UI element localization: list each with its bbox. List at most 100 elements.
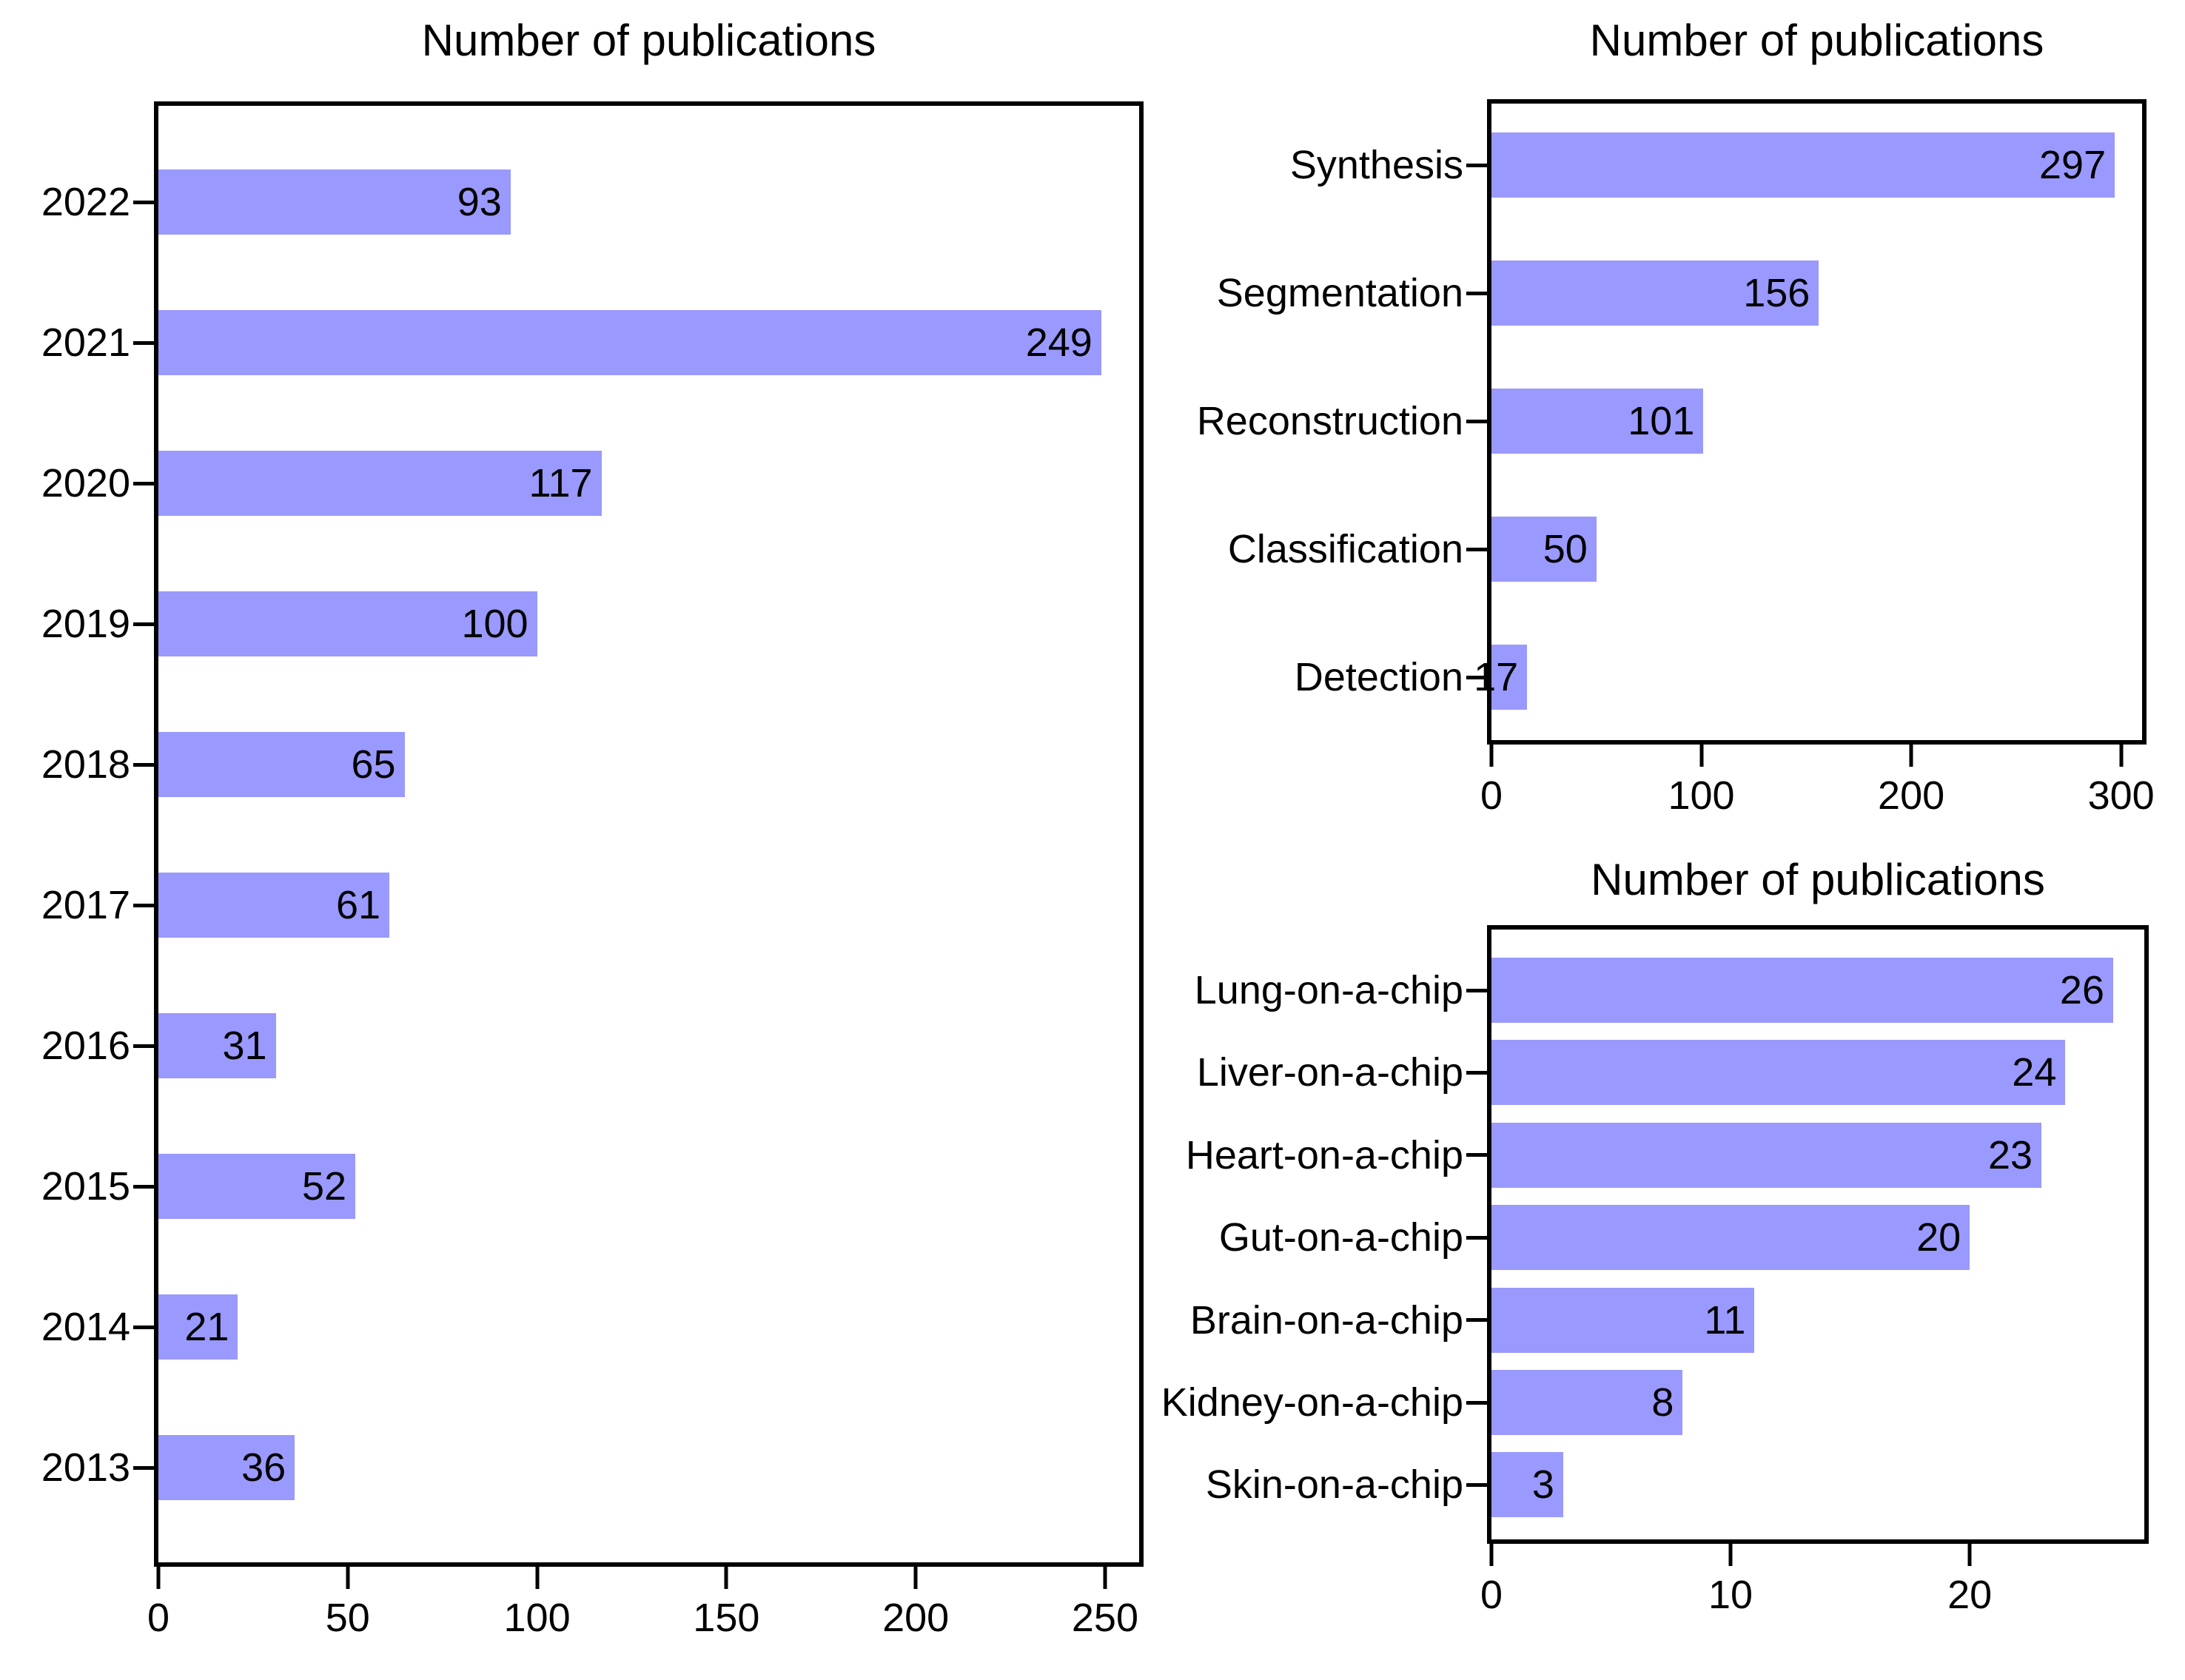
y-axis-tick — [133, 481, 154, 485]
y-axis-tick — [1466, 1400, 1487, 1405]
x-axis-tick — [2119, 745, 2124, 767]
bar-value-label: 8 — [1651, 1380, 1674, 1425]
bar-2014: 21 — [158, 1294, 238, 1360]
bar-Segmentation: 156 — [1491, 261, 1819, 326]
category-label-2022: 2022 — [41, 180, 130, 224]
bar-value-label: 101 — [1628, 399, 1695, 443]
category-label-Skin-on-a-chip: Skin-on-a-chip — [1205, 1462, 1463, 1508]
x-axis-tick-label: 0 — [1480, 773, 1503, 818]
category-label-Detection: Detection — [1294, 655, 1463, 699]
y-axis-tick — [1466, 675, 1487, 679]
bar-Brain-on-a-chip: 11 — [1491, 1287, 1755, 1353]
x-axis-tick — [156, 1567, 161, 1589]
x-axis-tick-label: 0 — [1480, 1573, 1503, 1617]
x-axis-tick — [1103, 1567, 1107, 1589]
category-label-2020: 2020 — [41, 461, 130, 505]
plot-area-years: 93 2022 249 2021 117 2020 100 2019 65 2018 61 2017 3… — [41, 101, 1144, 1638]
bar-value-label: 117 — [528, 461, 593, 505]
chart-title: Number of publications — [421, 16, 876, 65]
y-axis-tick — [1466, 988, 1487, 992]
bar-Lung-on-a-chip: 26 — [1491, 958, 2113, 1023]
plot-area-organs: 26 Lung-on-a-chip 24 Liver-on-a-chip 23 Heart… — [1161, 925, 2149, 1615]
x-axis-tick — [1909, 745, 1913, 767]
x-axis-tick-label: 200 — [882, 1596, 950, 1640]
bar-2019: 100 — [158, 591, 537, 656]
x-axis-tick-label: 50 — [325, 1596, 370, 1640]
bar-value-label: 3 — [1531, 1462, 1554, 1508]
y-axis-tick — [1466, 1235, 1487, 1240]
bar-Detection: 17 — [1474, 645, 1528, 710]
bar-Kidney-on-a-chip: 8 — [1491, 1370, 1683, 1435]
chart-title: Number of publications — [1591, 855, 2045, 904]
bar-2015: 52 — [158, 1154, 356, 1219]
y-axis-tick — [133, 1044, 154, 1048]
y-axis-tick — [1466, 419, 1487, 423]
x-axis-tick — [1699, 745, 1704, 767]
bar-Synthesis: 297 — [1491, 132, 2115, 198]
x-axis-tick — [346, 1567, 350, 1589]
category-label-Heart-on-a-chip: Heart-on-a-chip — [1185, 1132, 1463, 1177]
bar-value-label: 23 — [1987, 1132, 2033, 1177]
bar-Reconstruction: 101 — [1491, 389, 1704, 454]
bar-Classification: 50 — [1491, 517, 1597, 582]
category-label-2021: 2021 — [41, 320, 130, 365]
bar-value-label: 297 — [2039, 143, 2107, 187]
bar-value-label: 65 — [351, 742, 396, 787]
y-axis-tick — [133, 1325, 154, 1329]
category-label-Reconstruction: Reconstruction — [1196, 399, 1463, 443]
category-label-Segmentation: Segmentation — [1216, 271, 1463, 315]
bar-2013: 36 — [158, 1435, 295, 1500]
y-axis-tick — [133, 340, 154, 345]
x-axis-tick — [535, 1567, 540, 1589]
x-axis-tick-label: 10 — [1708, 1573, 1753, 1617]
y-axis-tick — [1466, 291, 1487, 295]
y-axis-tick — [1466, 1482, 1487, 1487]
y-axis-tick — [133, 622, 154, 626]
bar-value-label: 156 — [1743, 271, 1810, 315]
bar-value-label: 20 — [1916, 1215, 1961, 1260]
y-axis-tick — [1466, 1153, 1487, 1157]
category-label-2017: 2017 — [41, 883, 130, 927]
y-axis-tick — [133, 1184, 154, 1189]
category-label-2018: 2018 — [41, 742, 130, 787]
category-label-Gut-on-a-chip: Gut-on-a-chip — [1218, 1215, 1463, 1260]
chart-title: Number of publications — [1589, 16, 2044, 65]
x-axis-tick — [724, 1567, 728, 1589]
y-axis-tick — [133, 200, 154, 204]
x-axis-tick-label: 150 — [693, 1596, 760, 1640]
x-axis-tick-label: 300 — [2087, 773, 2155, 818]
category-label-Lung-on-a-chip: Lung-on-a-chip — [1194, 968, 1463, 1012]
bar-2020: 117 — [158, 451, 602, 516]
bar-2017: 61 — [158, 873, 390, 938]
x-axis-tick-label: 100 — [1668, 773, 1735, 818]
category-label-2016: 2016 — [41, 1024, 130, 1068]
y-axis-tick — [133, 1465, 154, 1470]
x-axis-tick — [1728, 1544, 1733, 1566]
plot-area-tasks: 297 Synthesis 156 Segmentation 101 Reconstruc… — [1197, 99, 2155, 816]
x-axis-tick-label: 250 — [1071, 1596, 1139, 1640]
bar-2021: 249 — [158, 310, 1101, 375]
bar-value-label: 31 — [222, 1024, 267, 1068]
y-axis-tick — [1466, 547, 1487, 551]
x-axis-tick-label: 20 — [1947, 1573, 1993, 1617]
x-axis-tick-label: 200 — [1878, 773, 1945, 818]
x-axis-tick — [1489, 1544, 1494, 1566]
bar-Liver-on-a-chip: 24 — [1491, 1040, 2066, 1106]
bar-value-label: 50 — [1543, 527, 1588, 571]
category-label-Kidney-on-a-chip: Kidney-on-a-chip — [1161, 1380, 1463, 1425]
category-label-Liver-on-a-chip: Liver-on-a-chip — [1196, 1050, 1463, 1095]
bar-value-label: 100 — [461, 602, 528, 646]
bar-value-label: 24 — [2012, 1050, 2057, 1095]
bar-2016: 31 — [158, 1013, 276, 1078]
category-label-2015: 2015 — [41, 1164, 130, 1209]
x-axis-tick-label: 0 — [147, 1596, 170, 1640]
y-axis-tick — [1466, 1318, 1487, 1323]
bar-value-label: 52 — [301, 1164, 347, 1209]
bar-2022: 93 — [158, 169, 511, 235]
bar-value-label: 249 — [1025, 320, 1092, 365]
category-label-Brain-on-a-chip: Brain-on-a-chip — [1189, 1297, 1463, 1343]
bar-value-label: 61 — [335, 883, 381, 927]
y-axis-tick — [133, 762, 154, 767]
y-axis-tick — [1466, 1070, 1487, 1075]
category-label-Synthesis: Synthesis — [1289, 143, 1463, 187]
